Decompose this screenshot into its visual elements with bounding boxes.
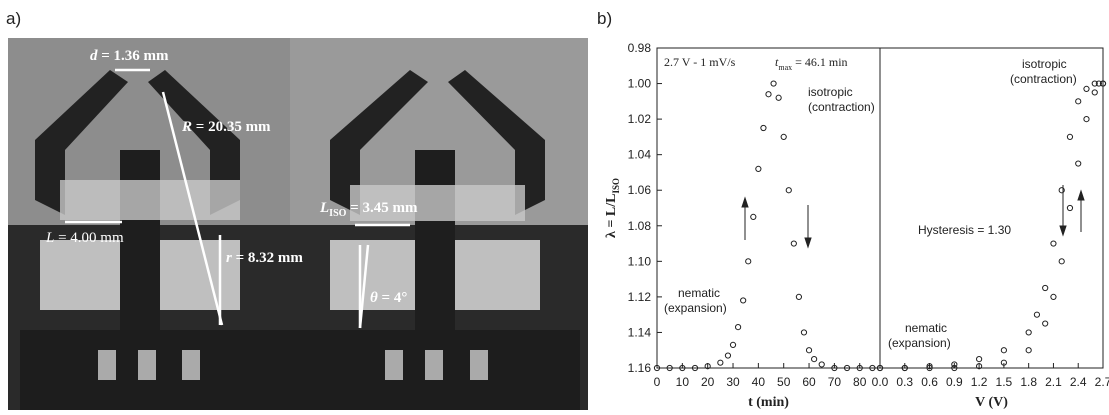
x-tick-label: 50 <box>777 375 791 389</box>
annotation: tmax = 46.1 min <box>775 55 848 73</box>
point <box>1067 134 1072 139</box>
point <box>1067 205 1072 210</box>
annotation: isotropic <box>808 85 853 99</box>
x-axis-label: t (min) <box>748 395 789 410</box>
point <box>746 259 751 264</box>
y-tick-label: 1.02 <box>628 112 652 126</box>
point <box>791 241 796 246</box>
point <box>766 92 771 97</box>
x-tick-label: 60 <box>802 375 816 389</box>
annotation: 2.7 V - 1 mV/s <box>664 55 736 69</box>
figure: a) b) d = 1.36 mm R = 20.35 mm L = 4.00 … <box>0 0 1109 410</box>
panel-label: a) <box>6 9 21 28</box>
x-tick-label: 1.2 <box>971 375 988 389</box>
plot-frame <box>880 48 1103 368</box>
x-tick-label: 2.4 <box>1070 375 1087 389</box>
y-tick-label: 1.16 <box>628 361 652 375</box>
y-tick-label: 1.00 <box>628 77 652 91</box>
point <box>741 298 746 303</box>
x-tick-label: 40 <box>752 375 766 389</box>
annotation: nematic <box>905 321 947 335</box>
point <box>1043 285 1048 290</box>
x-tick-label: 80 <box>853 375 867 389</box>
x-tick-label: 70 <box>828 375 842 389</box>
point <box>1051 294 1056 299</box>
photo <box>8 38 588 410</box>
annotation: Hysteresis = 1.30 <box>918 223 1011 237</box>
arrows <box>742 185 1084 247</box>
x-tick-label: 2.7 <box>1095 375 1109 389</box>
point <box>1084 86 1089 91</box>
point <box>781 134 786 139</box>
annotation: (expansion) <box>664 301 727 315</box>
y-tick-label: 1.06 <box>628 183 652 197</box>
point <box>796 294 801 299</box>
annotation: (expansion) <box>888 336 951 350</box>
y-axis-label: λ = L/LISO <box>604 178 621 238</box>
point <box>771 81 776 86</box>
x-tick-label: 0.3 <box>896 375 913 389</box>
point <box>761 125 766 130</box>
point <box>756 166 761 171</box>
point <box>786 188 791 193</box>
annotation: θ = 4° <box>370 290 407 306</box>
point <box>1059 188 1064 193</box>
x-tick-label: 20 <box>701 375 715 389</box>
point <box>1092 90 1097 95</box>
point <box>751 214 756 219</box>
annotation: d = 1.36 mm <box>90 48 169 64</box>
x-tick-label: 0 <box>654 375 661 389</box>
chart-annotations: 2.7 V - 1 mV/s tmax = 46.1 min isotropic… <box>664 55 1084 350</box>
annotation: (contraction) <box>1010 72 1077 86</box>
y-tick-label: 0.98 <box>628 41 652 55</box>
point <box>1076 99 1081 104</box>
y-tick-label: 1.12 <box>628 290 652 304</box>
point <box>735 325 740 330</box>
point <box>1051 241 1056 246</box>
point <box>806 348 811 353</box>
annotation: L = 4.00 mm <box>45 230 124 246</box>
annotation: nematic <box>678 286 720 300</box>
x-tick-label: 1.5 <box>996 375 1013 389</box>
point <box>1043 321 1048 326</box>
annotation: (contraction) <box>808 100 875 114</box>
x-tick-label: 0.9 <box>946 375 963 389</box>
x-tick-label: 0.6 <box>921 375 938 389</box>
y-tick-label: 1.14 <box>628 325 652 339</box>
annotation: R = 20.35 mm <box>181 119 271 135</box>
x-tick-label: 0.0 <box>872 375 889 389</box>
point <box>725 353 730 358</box>
point <box>718 360 723 365</box>
point <box>1084 117 1089 122</box>
y-tick-label: 1.10 <box>628 254 652 268</box>
point <box>1026 330 1031 335</box>
point <box>977 357 982 362</box>
x-tick-label: 10 <box>676 375 690 389</box>
point <box>812 357 817 362</box>
annotation: isotropic <box>1022 57 1067 71</box>
point <box>1001 348 1006 353</box>
y-label-main: λ = L/L <box>604 194 619 238</box>
point <box>1026 348 1031 353</box>
page: a) b) d = 1.36 mm R = 20.35 mm L = 4.00 … <box>0 0 1109 415</box>
x-tick-label: 1.8 <box>1020 375 1037 389</box>
point <box>801 330 806 335</box>
point <box>730 342 735 347</box>
y-tick-label: 1.08 <box>628 219 652 233</box>
y-label-sub: ISO <box>611 178 621 194</box>
point <box>819 362 824 367</box>
point <box>1059 259 1064 264</box>
point <box>1076 161 1081 166</box>
point <box>776 95 781 100</box>
y-tick-label: 1.04 <box>628 148 652 162</box>
x-tick-label: 2.1 <box>1045 375 1062 389</box>
point <box>1034 312 1039 317</box>
x-tick-label: 30 <box>726 375 740 389</box>
x-axis-label: V (V) <box>975 395 1008 410</box>
annotation: r = 8.32 mm <box>226 250 303 266</box>
panel-label: b) <box>597 9 612 28</box>
